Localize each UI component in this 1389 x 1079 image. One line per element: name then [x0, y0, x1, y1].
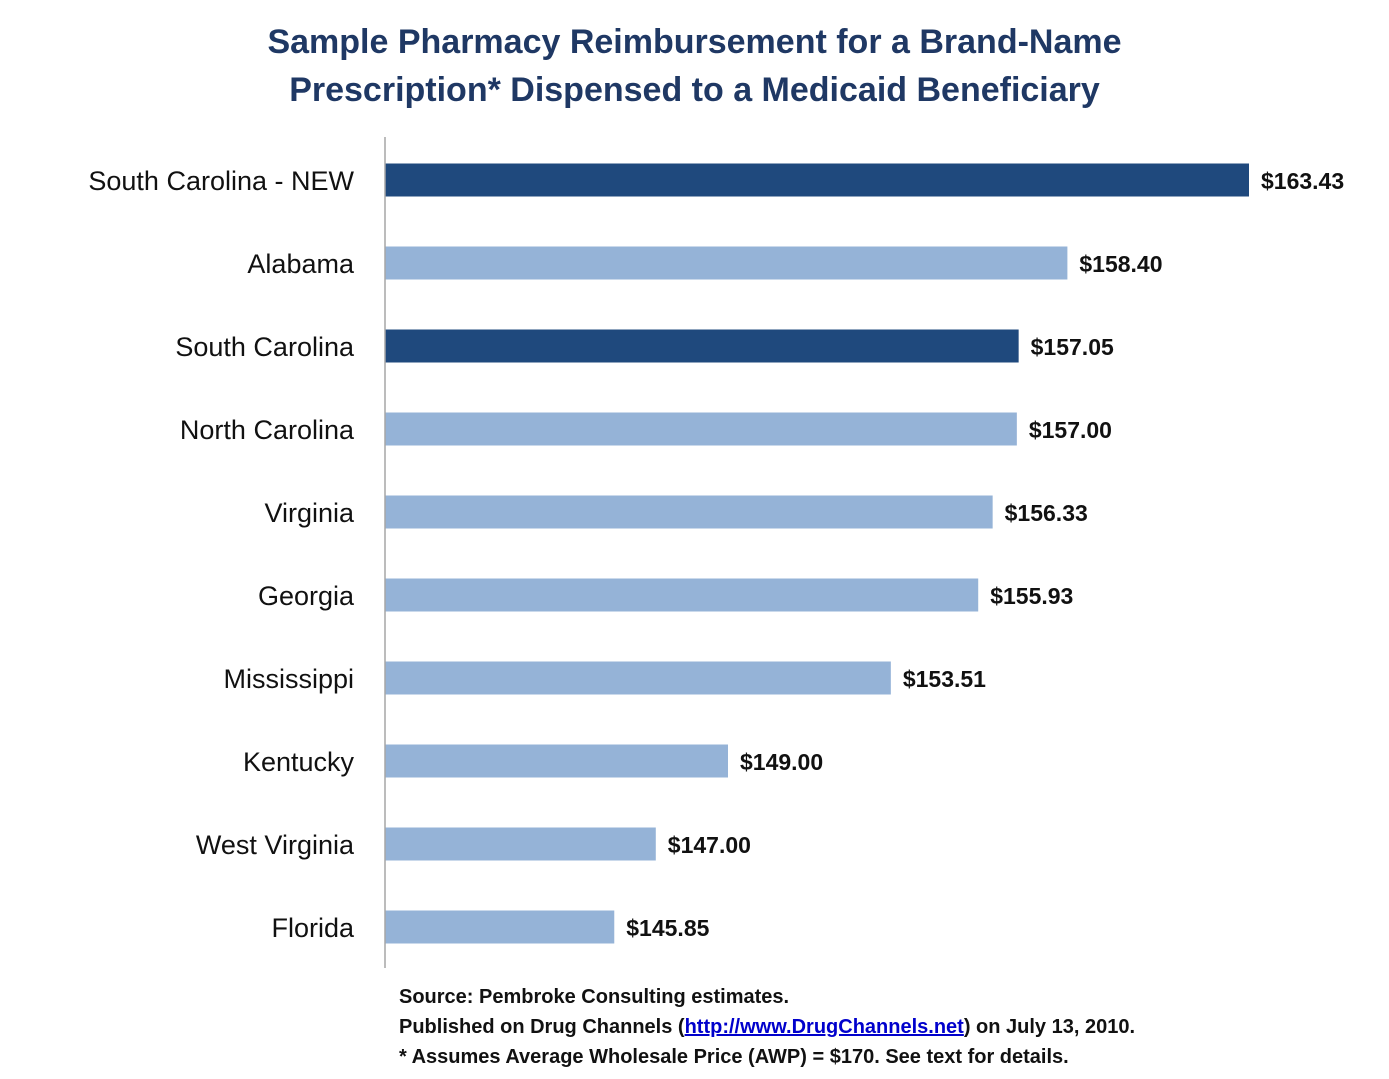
chart-title-line-2: Prescription* Dispensed to a Medicaid Be… — [289, 71, 1100, 109]
value-label-8: $147.00 — [668, 832, 751, 858]
bar-8 — [385, 827, 656, 861]
category-label-4: Virginia — [264, 498, 355, 528]
bar-6 — [385, 661, 891, 695]
category-label-1: Alabama — [247, 249, 355, 279]
bar-0 — [385, 163, 1249, 197]
bar-7 — [385, 744, 729, 778]
value-label-0: $163.43 — [1261, 168, 1344, 194]
assumption-line: * Assumes Average Wholesale Price (AWP) … — [399, 1046, 1069, 1068]
bar-3 — [385, 412, 1017, 446]
value-label-2: $157.05 — [1031, 334, 1114, 360]
category-label-9: Florida — [271, 913, 355, 943]
source-line: Source: Pembroke Consulting estimates. — [399, 986, 790, 1008]
category-label-5: Georgia — [258, 581, 355, 611]
category-label-0: South Carolina - NEW — [88, 166, 354, 196]
bar-4 — [385, 495, 993, 529]
chart-title: Sample Pharmacy Reimbursement for a Bran… — [0, 18, 1389, 114]
category-label-3: North Carolina — [180, 415, 355, 445]
value-label-1: $158.40 — [1079, 251, 1162, 277]
value-label-9: $145.85 — [626, 915, 709, 941]
category-label-2: South Carolina — [175, 332, 355, 362]
source-note: Source: Pembroke Consulting estimates. P… — [399, 982, 1135, 1072]
value-label-3: $157.00 — [1029, 417, 1112, 443]
bar-2 — [385, 329, 1019, 363]
published-suffix: ) on July 13, 2010. — [963, 1016, 1136, 1038]
chart-title-line-1: Sample Pharmacy Reimbursement for a Bran… — [267, 23, 1122, 61]
published-prefix: Published on Drug Channels ( — [399, 1016, 685, 1038]
value-label-6: $153.51 — [903, 666, 986, 692]
value-label-5: $155.93 — [990, 583, 1073, 609]
value-label-4: $156.33 — [1005, 500, 1088, 526]
value-label-7: $149.00 — [740, 749, 823, 775]
bar-9 — [385, 910, 615, 944]
bar-1 — [385, 246, 1068, 280]
published-line: Published on Drug Channels (http://www.D… — [399, 1012, 1135, 1042]
category-label-6: Mississippi — [223, 664, 354, 694]
drugchannels-link[interactable]: http://www.DrugChannels.net — [684, 1016, 964, 1038]
bar-5 — [385, 578, 979, 612]
category-label-7: Kentucky — [243, 747, 355, 777]
category-label-8: West Virginia — [196, 830, 355, 860]
